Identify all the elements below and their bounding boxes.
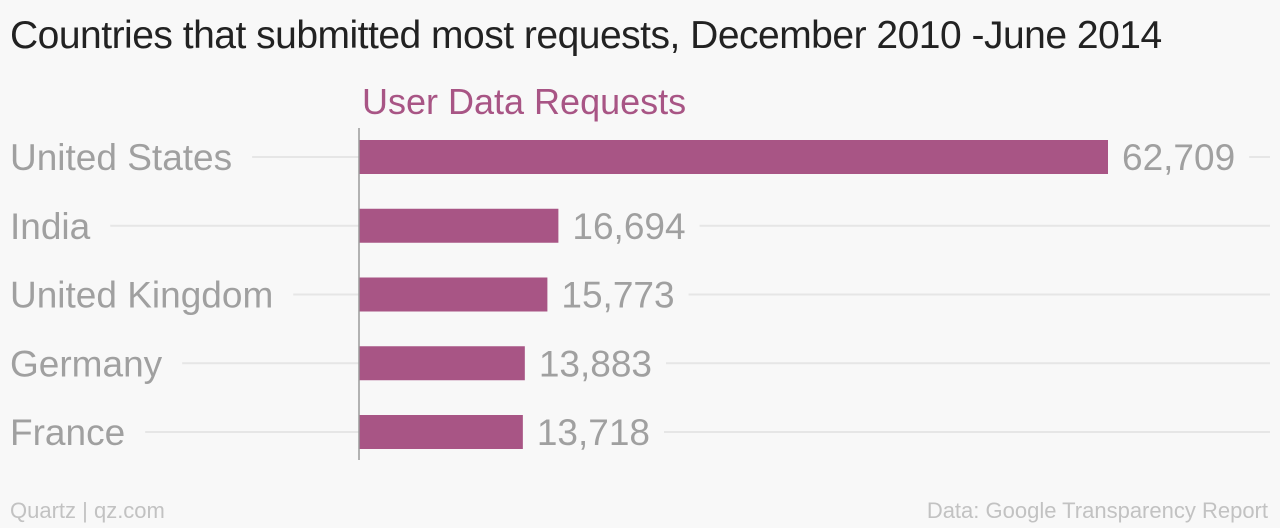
data-label: 15,773 <box>561 275 674 316</box>
bar <box>359 277 548 312</box>
footer-credit: Quartz | qz.com <box>10 498 165 523</box>
category-label: United Kingdom <box>10 275 273 316</box>
category-label: Germany <box>10 343 163 384</box>
data-label: 13,718 <box>537 412 650 453</box>
data-label: 13,883 <box>539 343 652 384</box>
data-label: 62,709 <box>1122 137 1235 178</box>
footer-source: Data: Google Transparency Report <box>926 498 1268 523</box>
category-label: India <box>10 206 91 247</box>
category-label: United States <box>10 137 232 178</box>
chart-title: Countries that submitted most requests, … <box>10 14 1162 57</box>
category-label: France <box>10 412 125 453</box>
bar <box>359 208 559 243</box>
data-label: 16,694 <box>572 206 685 247</box>
bar <box>359 140 1108 174</box>
bar <box>359 346 525 381</box>
series-label: User Data Requests <box>362 81 686 122</box>
bar <box>359 415 523 449</box>
